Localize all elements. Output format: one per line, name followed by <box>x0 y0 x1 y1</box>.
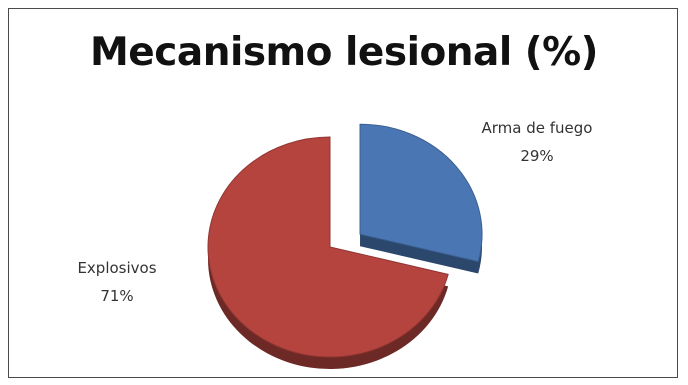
slice-value-explosivos: 71% <box>100 287 133 305</box>
pie-slices <box>207 123 483 369</box>
slice-value-arma-de-fuego: 29% <box>520 147 553 165</box>
slice-label-arma-de-fuego: Arma de fuego <box>482 119 593 137</box>
pie-labels: Arma de fuego 29% Explosivos 71% <box>77 119 592 305</box>
chart-title: Mecanismo lesional (%) <box>90 30 599 75</box>
pie-slice-arma-de-fuego <box>359 123 483 263</box>
slice-label-explosivos: Explosivos <box>77 259 156 277</box>
pie-slice-explosivos <box>207 136 449 358</box>
